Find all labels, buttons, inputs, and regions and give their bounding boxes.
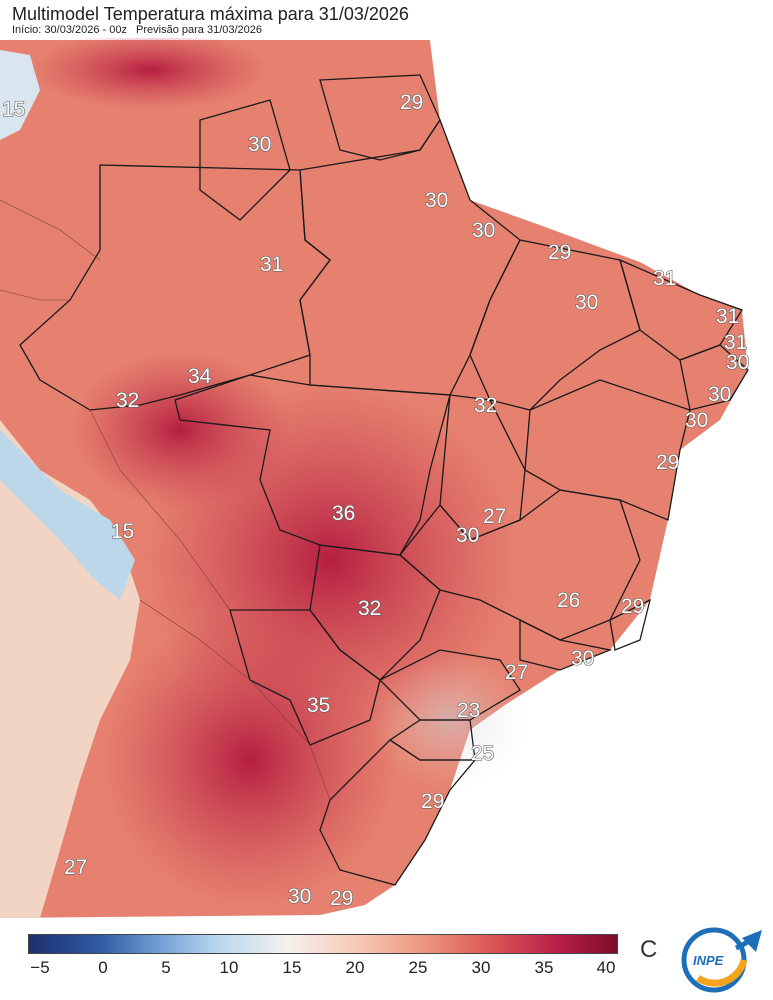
unit-label: C <box>640 936 658 963</box>
map-label: 30 <box>456 524 479 547</box>
colorbar-tick: 25 <box>408 958 428 977</box>
hot-core-south <box>100 610 400 910</box>
map-label: 15 <box>2 98 25 121</box>
map-label: 27 <box>505 661 528 684</box>
colorbar-tick: 30 <box>471 958 491 977</box>
map-label: 15 <box>111 520 134 543</box>
map-label: 31 <box>260 253 283 276</box>
map-label: 30 <box>685 409 708 432</box>
colorbar-tick: 0 <box>98 958 108 977</box>
map-title: Multimodel Temperatura máxima para 31/03… <box>12 4 409 24</box>
map-label: 32 <box>358 597 381 620</box>
start-label: Início: 30/03/2026 - 00z <box>12 24 127 36</box>
country-borders <box>0 199 331 801</box>
andes-cold-strip <box>0 430 135 600</box>
map-label: 32 <box>116 389 139 412</box>
northwest-cold-strip <box>0 50 40 140</box>
map-label: 34 <box>188 365 212 388</box>
colorbar <box>28 934 618 954</box>
hot-core-west <box>70 350 290 510</box>
map-label: 30 <box>726 351 749 374</box>
map-label: 30 <box>575 291 598 314</box>
map-label: 30 <box>472 219 495 242</box>
map-label: 29 <box>330 887 353 910</box>
hot-core-north <box>30 38 270 110</box>
map-label: 31 <box>653 267 676 290</box>
map-label: 29 <box>656 451 679 474</box>
state-borders <box>19 74 749 886</box>
map-label: 30 <box>288 885 311 908</box>
map-label: 29 <box>621 595 644 618</box>
colorbar-tick: −5 <box>30 958 50 977</box>
map-label: 30 <box>425 189 448 212</box>
inpe-logo: INPE <box>681 927 762 993</box>
map-label: 29 <box>421 790 444 813</box>
map-label: 32 <box>474 394 497 417</box>
map-label: 23 <box>457 699 480 722</box>
colorbar-tick: 35 <box>534 958 554 977</box>
map-label: 30 <box>708 383 731 406</box>
map-label: 29 <box>548 241 571 264</box>
colorbar-tick: 20 <box>345 958 365 977</box>
colorbar-tick: 15 <box>282 958 302 977</box>
forecast-label: Previsão para 31/03/2026 <box>136 24 263 36</box>
logo-text: INPE <box>693 953 724 968</box>
temperature-map: 15 29 30 30 30 31 29 31 30 31 31 30 34 3… <box>0 38 773 918</box>
map-label: 31 <box>716 305 739 328</box>
map-subtitle: Início: 30/03/2026 - 00z Previsão para 3… <box>12 24 262 36</box>
map-label: 26 <box>557 589 580 612</box>
map-label: 35 <box>307 694 330 717</box>
map-label: 31 <box>724 331 747 354</box>
map-label: 29 <box>400 91 423 114</box>
map-label: 30 <box>248 133 271 156</box>
map-label: 36 <box>332 502 355 525</box>
colorbar-tick: 40 <box>596 958 616 977</box>
map-label: 25 <box>471 742 494 765</box>
map-label: 27 <box>483 505 506 528</box>
map-label: 30 <box>571 647 594 670</box>
colorbar-tick: 5 <box>161 958 171 977</box>
ocean-north <box>320 40 773 918</box>
colorbar-tick: 10 <box>219 958 239 977</box>
map-label: 27 <box>64 856 87 879</box>
temperature-labels: 15 29 30 30 30 31 29 31 30 31 31 30 34 3… <box>1 90 749 910</box>
